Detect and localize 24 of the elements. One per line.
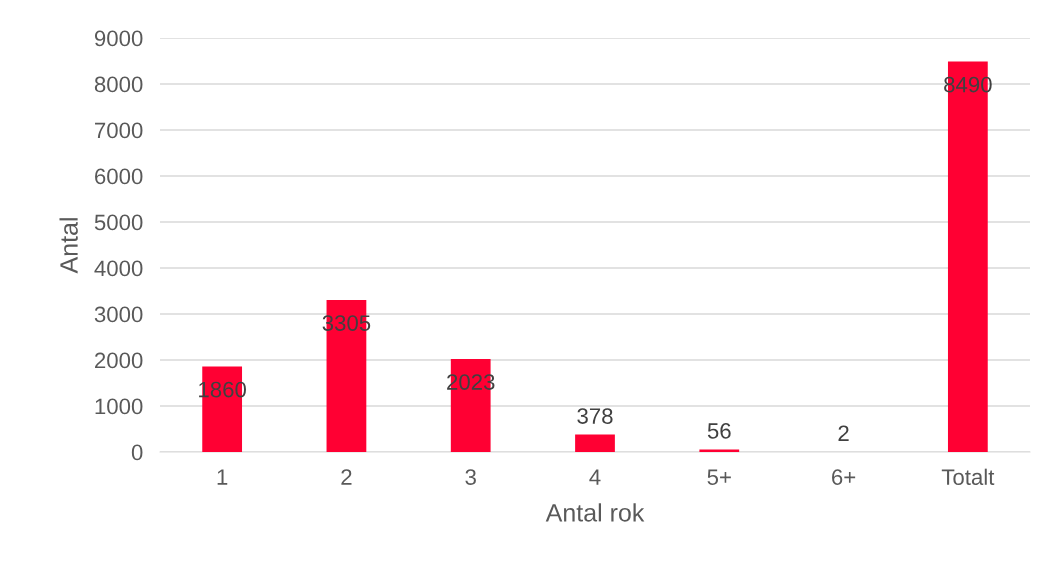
data-label: 56 — [707, 422, 731, 439]
y-tick-label: 5000 — [94, 214, 143, 231]
y-tick-label: 9000 — [94, 30, 143, 47]
x-tick-label: 6+ — [832, 469, 856, 485]
y-tick-label: 2000 — [95, 352, 143, 369]
x-tick-label: 5+ — [707, 469, 731, 485]
y-tick-label: 7000 — [95, 122, 143, 139]
x-tick-label: 2 — [341, 469, 352, 485]
y-tick-label: 3000 — [94, 306, 143, 323]
x-tick-label: 1 — [217, 469, 228, 485]
y-tick-label: 8000 — [94, 76, 143, 93]
y-axis-title: Antal — [59, 218, 78, 274]
data-label: 2 — [838, 425, 849, 441]
y-tick-label: 1000 — [95, 398, 143, 415]
bar — [699, 449, 740, 452]
x-tick-label: 3 — [465, 469, 476, 485]
x-tick-label: Totalt — [941, 468, 995, 485]
data-label: 378 — [577, 408, 613, 424]
x-tick-label: 4 — [589, 469, 601, 485]
y-tick-label: 0 — [131, 444, 143, 461]
bar — [575, 434, 615, 452]
y-tick-label: 4000 — [94, 260, 143, 277]
x-axis-title: Antal rok — [545, 503, 645, 522]
y-tick-label: 6000 — [95, 168, 143, 185]
